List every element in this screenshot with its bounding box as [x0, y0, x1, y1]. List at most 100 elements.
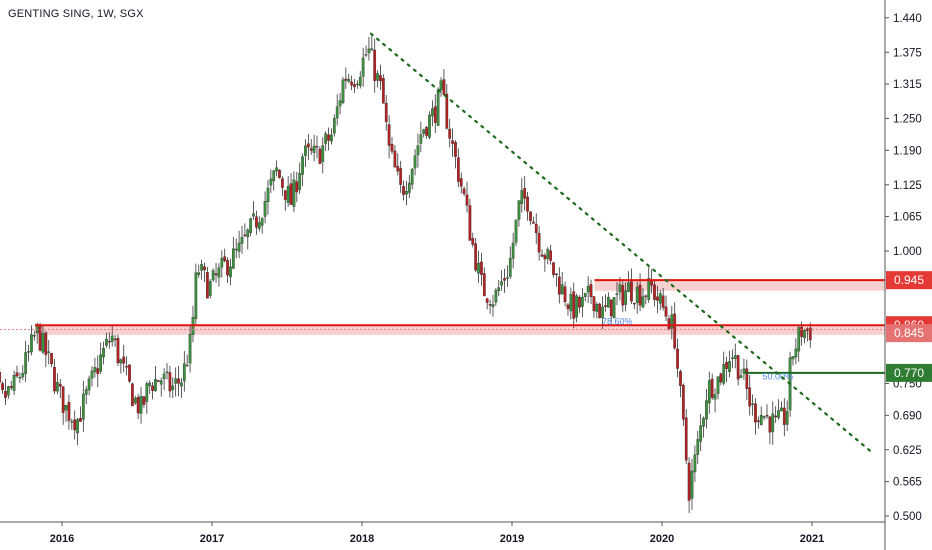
candle-body [356, 83, 359, 86]
candle-body [229, 266, 232, 278]
candle-body [687, 462, 691, 501]
candle-body [436, 89, 440, 126]
candle-body [180, 382, 183, 387]
candle-body [165, 371, 169, 374]
candle-body [647, 278, 651, 300]
candle-body [393, 150, 397, 168]
candle-body [312, 145, 316, 153]
candle-body [699, 425, 703, 442]
candle-body [214, 273, 218, 276]
candle-body [249, 218, 253, 233]
candle-body [503, 278, 506, 281]
candle-body [780, 407, 783, 412]
candle-body [745, 368, 749, 389]
candle-body [555, 273, 558, 275]
candle-body [27, 351, 30, 353]
candle-body [283, 190, 287, 200]
candle-body [70, 421, 74, 423]
candle-body [707, 380, 711, 404]
candle-body [252, 213, 255, 217]
candle-body [713, 394, 717, 400]
candle-body [390, 144, 394, 152]
candle-body [364, 54, 368, 56]
candle-body [422, 129, 426, 134]
candle-body [670, 314, 674, 329]
candle-body [471, 238, 475, 245]
candle-body [289, 183, 293, 205]
candle-body [231, 248, 235, 269]
candle-body [171, 385, 175, 390]
candle-body [407, 182, 411, 193]
candle-body [405, 191, 408, 195]
candle-body [402, 186, 405, 195]
candle-body [24, 352, 28, 374]
candle-body [32, 335, 36, 337]
candle-body [315, 146, 319, 148]
candle-body [177, 378, 180, 384]
candle-body [338, 100, 342, 107]
candle-body [84, 389, 88, 395]
candle-body [295, 181, 299, 193]
candle-body [168, 372, 172, 392]
candle-body [110, 335, 114, 342]
candle-body [526, 196, 529, 212]
candle-body [465, 194, 469, 206]
candle-body [581, 296, 584, 307]
candle-body [705, 400, 708, 420]
candle-body [206, 272, 209, 299]
candle-body [61, 386, 65, 413]
candle-body [800, 326, 803, 337]
y-tick-label: 1.375 [893, 47, 922, 59]
candle-body [76, 419, 79, 434]
candle-body [808, 327, 812, 341]
candle-body [604, 305, 607, 307]
fib-label-786: 78.60% [602, 316, 633, 326]
candles-layer [0, 35, 812, 513]
candle-body [142, 396, 146, 405]
candle-body [35, 323, 39, 333]
x-tick-label: 2018 [350, 533, 374, 545]
candle-body [226, 260, 229, 276]
candle-body [679, 371, 682, 386]
candle-body [572, 291, 576, 319]
candle-body [606, 297, 610, 308]
candle-body [777, 410, 780, 418]
candle-body [506, 277, 509, 279]
candle-body [223, 256, 227, 262]
y-tick-label: 1.125 [893, 180, 922, 192]
candle-body [578, 296, 581, 308]
candle-body [12, 375, 16, 391]
candle-body [448, 128, 452, 139]
candle-body [722, 364, 726, 384]
candle-body [635, 286, 639, 303]
candle-body [627, 282, 630, 292]
candle-body [785, 411, 789, 425]
candle-body [174, 378, 178, 384]
candle-body [615, 293, 619, 295]
candle-body [419, 134, 423, 144]
candle-body [638, 284, 642, 306]
candle-body [598, 303, 602, 319]
candle-body [327, 134, 330, 141]
candle-body [624, 290, 628, 305]
candle-body [203, 266, 206, 271]
candle-body [520, 190, 524, 204]
candle-body [381, 78, 385, 104]
candle-body [771, 413, 775, 433]
candle-body [552, 262, 555, 275]
candle-body [90, 370, 94, 379]
candle-body [122, 356, 126, 364]
candle-body [107, 341, 111, 343]
candle-body [474, 243, 478, 271]
fib-label-500: 50.00% [763, 372, 794, 382]
candle-body [480, 261, 483, 275]
candle-body [690, 470, 694, 499]
candle-body [500, 281, 503, 286]
candle-body [67, 402, 71, 421]
candle-body [431, 108, 434, 117]
candle-body [739, 375, 743, 378]
candle-body [710, 378, 714, 398]
candle-body [58, 383, 62, 387]
candle-body [733, 355, 737, 359]
candle-body [439, 80, 443, 91]
